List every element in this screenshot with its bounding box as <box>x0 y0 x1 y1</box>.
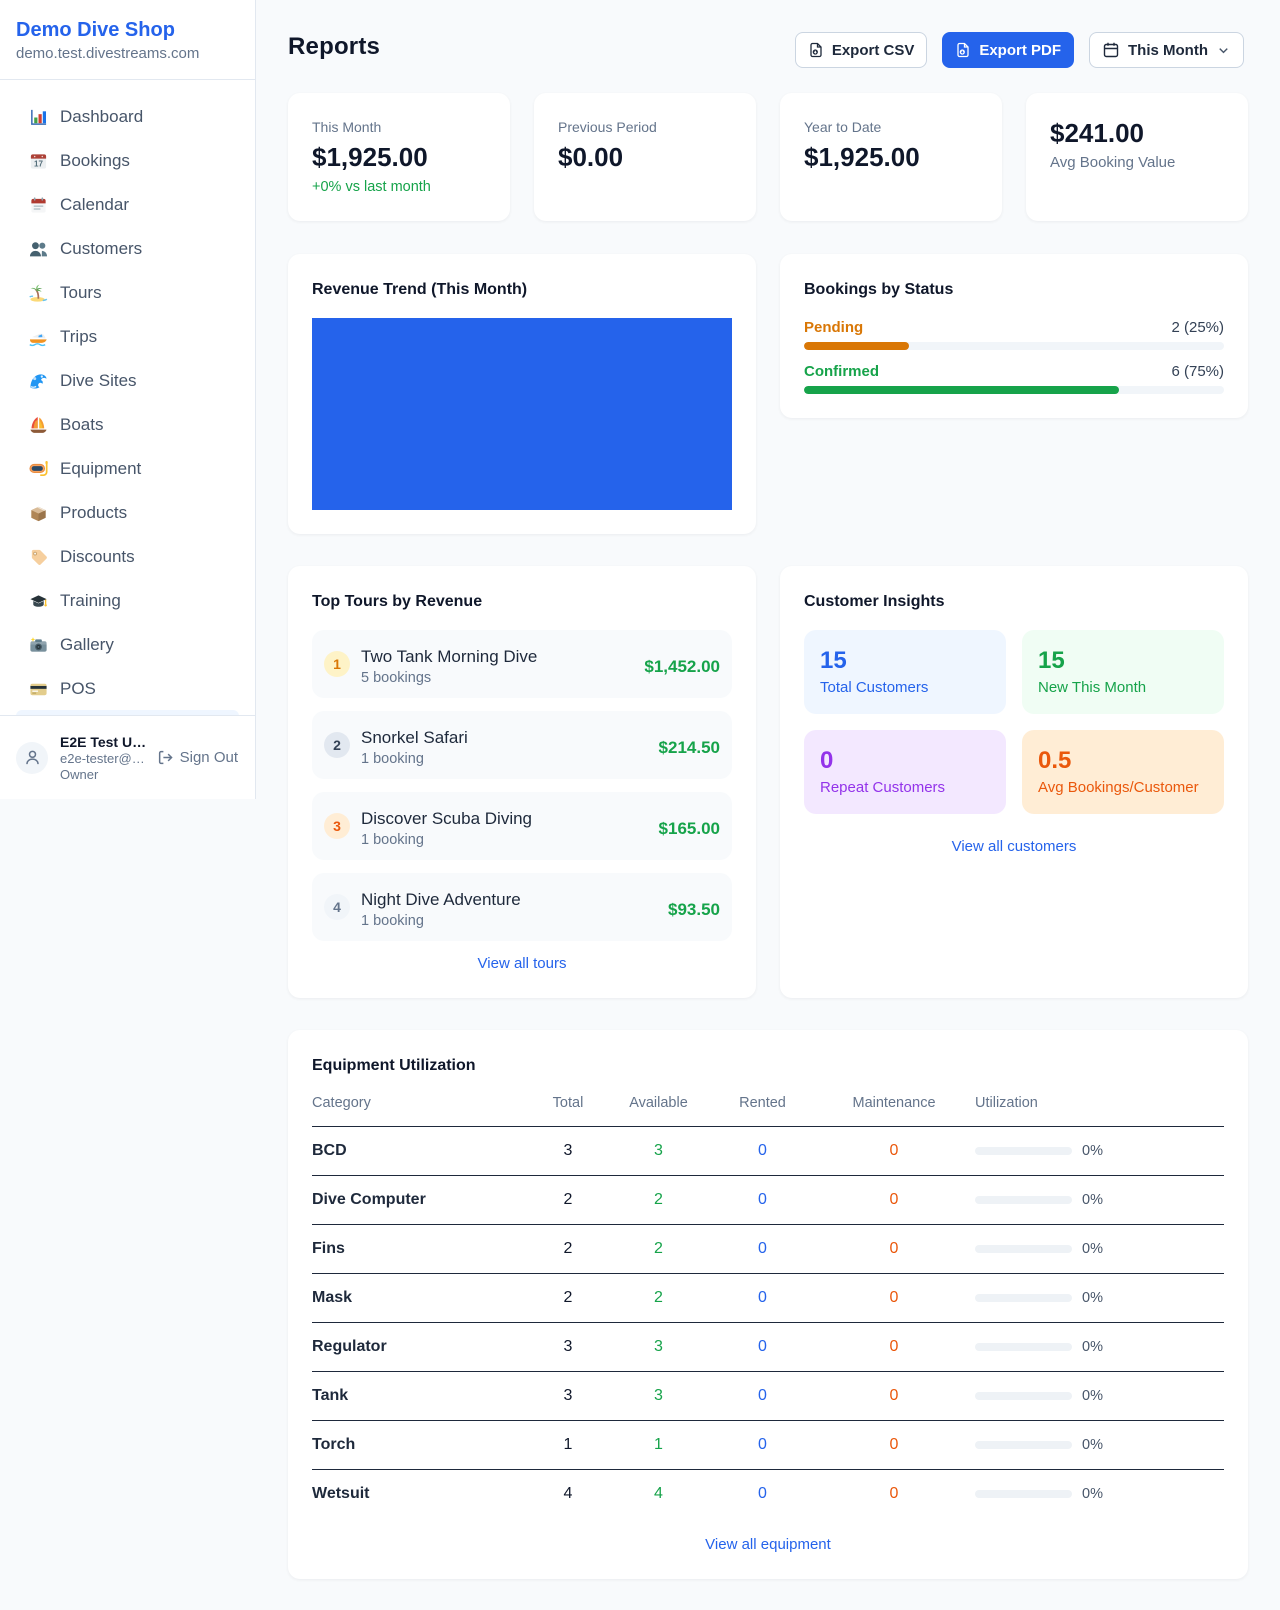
svg-text:17: 17 <box>34 159 43 168</box>
